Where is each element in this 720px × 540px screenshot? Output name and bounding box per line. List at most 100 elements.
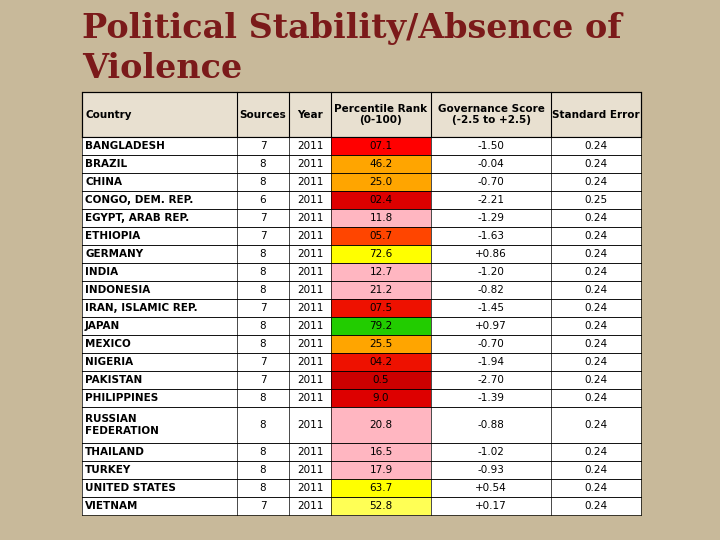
Text: 04.2: 04.2 (369, 357, 392, 367)
Text: JAPAN: JAPAN (85, 321, 120, 331)
Text: 8: 8 (260, 339, 266, 349)
Text: 2011: 2011 (297, 483, 323, 493)
Bar (82, 191, 641, 209)
Text: 2011: 2011 (297, 447, 323, 457)
Text: 8: 8 (260, 483, 266, 493)
Text: 0.24: 0.24 (585, 303, 608, 313)
Text: ETHIOPIA: ETHIOPIA (85, 231, 140, 241)
Text: 8: 8 (260, 159, 266, 169)
Text: 2011: 2011 (297, 177, 323, 187)
Text: 2011: 2011 (297, 267, 323, 277)
Text: +0.97: +0.97 (475, 321, 507, 331)
Text: 0.24: 0.24 (585, 231, 608, 241)
Bar (82, 92, 641, 137)
Text: 0.5: 0.5 (373, 375, 390, 385)
Text: -0.82: -0.82 (477, 285, 505, 295)
Text: 11.8: 11.8 (369, 213, 392, 223)
Text: -1.39: -1.39 (477, 393, 505, 403)
Text: Political Stability/Absence of: Political Stability/Absence of (82, 12, 621, 45)
Bar (82, 443, 641, 461)
Text: -0.88: -0.88 (477, 420, 505, 430)
Text: THAILAND: THAILAND (85, 447, 145, 457)
Bar (331, 227, 431, 245)
Bar (331, 137, 431, 155)
Text: -0.93: -0.93 (477, 465, 505, 475)
Bar (331, 389, 431, 407)
Text: 16.5: 16.5 (369, 447, 392, 457)
Text: 0.24: 0.24 (585, 213, 608, 223)
Text: 52.8: 52.8 (369, 501, 392, 511)
Text: 0.24: 0.24 (585, 321, 608, 331)
Text: 12.7: 12.7 (369, 267, 392, 277)
Text: 2011: 2011 (297, 357, 323, 367)
Text: 79.2: 79.2 (369, 321, 392, 331)
Text: 2011: 2011 (297, 195, 323, 205)
Text: 25.0: 25.0 (369, 177, 392, 187)
Bar (82, 227, 641, 245)
Text: 7: 7 (260, 141, 266, 151)
Text: 2011: 2011 (297, 303, 323, 313)
Text: 2011: 2011 (297, 249, 323, 259)
Text: -1.63: -1.63 (477, 231, 505, 241)
Text: 8: 8 (260, 465, 266, 475)
Text: 63.7: 63.7 (369, 483, 392, 493)
Text: CONGO, DEM. REP.: CONGO, DEM. REP. (85, 195, 194, 205)
Text: BANGLADESH: BANGLADESH (85, 141, 165, 151)
Bar (331, 245, 431, 263)
Text: 2011: 2011 (297, 465, 323, 475)
Bar (331, 209, 431, 227)
Text: 6: 6 (260, 195, 266, 205)
Text: 2011: 2011 (297, 420, 323, 430)
Text: GERMANY: GERMANY (85, 249, 143, 259)
Text: 2011: 2011 (297, 393, 323, 403)
Bar (82, 353, 641, 371)
Text: UNITED STATES: UNITED STATES (85, 483, 176, 493)
Text: -0.04: -0.04 (477, 159, 505, 169)
Text: Governance Score
(-2.5 to +2.5): Governance Score (-2.5 to +2.5) (438, 104, 544, 125)
Text: 02.4: 02.4 (369, 195, 392, 205)
Text: 2011: 2011 (297, 285, 323, 295)
Bar (82, 317, 641, 335)
Text: BRAZIL: BRAZIL (85, 159, 127, 169)
Text: 7: 7 (260, 375, 266, 385)
Bar (331, 461, 431, 479)
Text: EGYPT, ARAB REP.: EGYPT, ARAB REP. (85, 213, 189, 223)
Text: 2011: 2011 (297, 141, 323, 151)
Bar (82, 335, 641, 353)
Text: 7: 7 (260, 501, 266, 511)
Text: INDIA: INDIA (85, 267, 118, 277)
Bar (82, 461, 641, 479)
Text: -2.21: -2.21 (477, 195, 505, 205)
Text: 8: 8 (260, 267, 266, 277)
Text: 2011: 2011 (297, 321, 323, 331)
Text: CHINA: CHINA (85, 177, 122, 187)
Bar (82, 407, 641, 443)
Text: TURKEY: TURKEY (85, 465, 131, 475)
Text: MEXICO: MEXICO (85, 339, 131, 349)
Text: Violence: Violence (82, 52, 242, 85)
Bar (82, 263, 641, 281)
Text: Percentile Rank
(0-100): Percentile Rank (0-100) (334, 104, 428, 125)
Bar (331, 371, 431, 389)
Text: IRAN, ISLAMIC REP.: IRAN, ISLAMIC REP. (85, 303, 197, 313)
Text: -0.70: -0.70 (477, 339, 505, 349)
Text: -0.70: -0.70 (477, 177, 505, 187)
Bar (82, 281, 641, 299)
Bar (331, 353, 431, 371)
Text: 0.24: 0.24 (585, 339, 608, 349)
Bar (82, 209, 641, 227)
Text: 0.24: 0.24 (585, 267, 608, 277)
Bar (331, 407, 431, 443)
Bar (331, 299, 431, 317)
Text: 0.24: 0.24 (585, 420, 608, 430)
Text: -1.20: -1.20 (477, 267, 505, 277)
Text: RUSSIAN
FEDERATION: RUSSIAN FEDERATION (85, 414, 159, 436)
Text: 7: 7 (260, 357, 266, 367)
Text: 25.5: 25.5 (369, 339, 392, 349)
Bar (331, 281, 431, 299)
Text: 7: 7 (260, 303, 266, 313)
Text: 0.24: 0.24 (585, 447, 608, 457)
Text: 72.6: 72.6 (369, 249, 392, 259)
Text: 2011: 2011 (297, 375, 323, 385)
Text: -1.29: -1.29 (477, 213, 505, 223)
